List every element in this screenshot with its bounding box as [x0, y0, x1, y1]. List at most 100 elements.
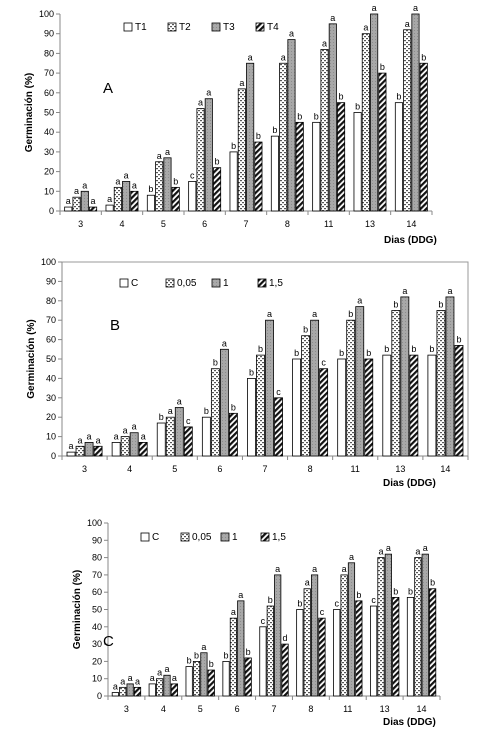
significance-letter: a	[423, 543, 428, 553]
bar	[204, 98, 213, 212]
bar	[312, 121, 321, 212]
y-tick-label: 70	[46, 315, 56, 325]
significance-letter: b	[380, 62, 385, 72]
bar	[222, 661, 230, 697]
legend-swatch	[123, 22, 133, 32]
bar	[337, 358, 347, 457]
significance-letter: b	[314, 111, 319, 121]
significance-letter: b	[159, 412, 164, 422]
significance-letter: b	[339, 92, 344, 102]
y-tick-label: 0	[51, 451, 56, 461]
bar	[89, 206, 98, 212]
legend: C 0,05 1 1,5	[140, 532, 286, 543]
panel-label: B	[110, 317, 120, 334]
significance-letter: b	[393, 586, 398, 596]
x-tick-label: 11	[351, 464, 360, 474]
significance-letter: a	[107, 194, 112, 204]
bar	[436, 310, 446, 457]
bar	[346, 319, 356, 457]
significance-letter: a	[405, 19, 410, 29]
bar	[265, 319, 274, 457]
bar	[254, 141, 263, 212]
significance-letter: a	[124, 170, 129, 180]
bar	[287, 39, 296, 212]
bar	[148, 683, 156, 697]
y-tick-label: 50	[92, 605, 102, 615]
legend-swatch	[140, 532, 150, 542]
significance-letter: b	[187, 656, 192, 666]
significance-letter: a	[74, 186, 79, 196]
x-tick-label: 3	[82, 464, 87, 474]
significance-letter: b	[231, 402, 236, 412]
x-tick-label: 7	[262, 464, 267, 474]
significance-letter: a	[372, 3, 377, 13]
y-tick-label: 50	[44, 108, 54, 118]
bar	[155, 161, 164, 212]
x-axis-title: Dias (DDG)	[383, 478, 436, 489]
bar	[296, 609, 304, 697]
legend-label: 0,05	[177, 278, 197, 289]
significance-letter: b	[393, 300, 398, 310]
significance-letter: a	[157, 668, 162, 678]
y-tick-label: 40	[44, 127, 54, 137]
bar	[337, 102, 346, 212]
significance-letter: a	[289, 29, 294, 39]
y-axis-title: Germinación (%)	[24, 73, 35, 152]
bar	[361, 33, 370, 212]
y-tick-label: 80	[46, 296, 56, 306]
significance-letter: a	[312, 309, 317, 319]
bar	[93, 445, 103, 457]
bar	[84, 442, 94, 457]
bar	[113, 186, 122, 212]
significance-letter: b	[348, 309, 353, 319]
bar	[192, 661, 201, 697]
significance-letter: a	[123, 426, 128, 436]
significance-letter: a	[165, 664, 170, 674]
significance-letter: c	[276, 387, 281, 397]
x-tick-label: 4	[119, 219, 124, 229]
legend-swatch	[257, 278, 267, 288]
y-tick-label: 80	[44, 48, 54, 58]
significance-letter: a	[447, 286, 452, 296]
bar	[111, 442, 121, 457]
bar	[126, 683, 134, 697]
y-tick-label: 10	[44, 186, 54, 196]
bar	[64, 206, 73, 212]
legend-label: 1,5	[269, 278, 283, 289]
bar	[319, 368, 329, 457]
y-tick-label: 30	[44, 147, 54, 157]
x-tick-label: 7	[271, 704, 276, 714]
legend-swatch	[255, 22, 265, 32]
significance-letter: a	[342, 564, 347, 574]
significance-letter: c	[190, 170, 195, 180]
bar	[183, 426, 193, 457]
y-tick-label: 30	[46, 393, 56, 403]
bar	[105, 204, 114, 212]
bar	[219, 348, 229, 457]
significance-letter: c	[186, 416, 191, 426]
bar	[229, 412, 238, 457]
significance-letter: a	[172, 673, 177, 683]
bar	[419, 62, 428, 212]
bar	[237, 88, 246, 212]
x-tick-label: 13	[380, 704, 390, 714]
legend-label: 1	[223, 278, 229, 289]
y-tick-label: 70	[44, 68, 54, 78]
bar	[392, 596, 400, 697]
bar	[229, 151, 238, 212]
significance-letter: a	[201, 642, 206, 652]
bar	[138, 442, 148, 457]
significance-letter: b	[231, 141, 236, 151]
y-tick-label: 60	[92, 587, 102, 597]
bar	[256, 354, 265, 457]
significance-letter: a	[198, 98, 203, 108]
bar	[347, 562, 356, 697]
legend-swatch	[220, 532, 230, 542]
bar	[163, 157, 172, 212]
significance-letter: b	[411, 344, 416, 354]
bar	[174, 407, 184, 457]
bar	[295, 121, 304, 212]
significance-letter: a	[363, 23, 368, 33]
